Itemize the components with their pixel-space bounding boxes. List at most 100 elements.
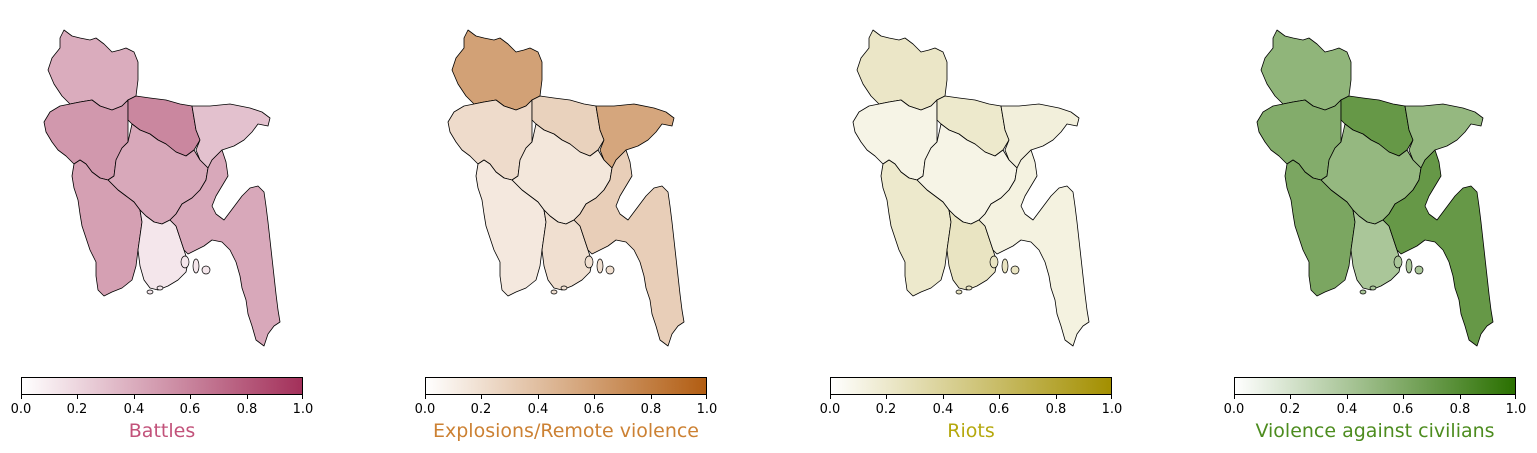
colorbar-title: Explosions/Remote violence [433, 420, 699, 442]
colorbar-title: Riots [947, 420, 995, 442]
colorbar-tick-label: 0.6 [583, 402, 605, 417]
region-barisal [1350, 209, 1402, 291]
colorbar-tick [425, 395, 426, 399]
map-panel: 0.0 0.2 0.4 0.6 0.8 1.0 Riots [809, 0, 1193, 453]
colorbar-gradient [425, 377, 707, 395]
colorbar-tick [1056, 395, 1057, 399]
colorbar-tick-label: 0.8 [1045, 402, 1067, 417]
colorbar-tick-label: 0.6 [1392, 402, 1414, 417]
colorbar-tick [77, 395, 78, 399]
island [605, 265, 615, 275]
colorbar-tick [706, 395, 707, 399]
colorbar-tick-label: 1.0 [1505, 402, 1527, 417]
colorbar-tick [830, 395, 831, 399]
colorbar-tick [481, 395, 482, 399]
region-chittagong [169, 149, 281, 347]
colorbar-gradient [1234, 377, 1516, 395]
colorbar-tick-label: 0.0 [819, 402, 841, 417]
colorbar-tick [1460, 395, 1461, 399]
colorbar-tick [302, 395, 303, 399]
choropleth-map [1256, 29, 1494, 347]
region-barisal [541, 209, 593, 291]
colorbar-gradient [830, 377, 1112, 395]
island [989, 255, 999, 269]
choropleth-map [852, 29, 1090, 347]
colorbar-tick [247, 395, 248, 399]
map-panel: 0.0 0.2 0.4 0.6 0.8 1.0 Explosions/Remote viol… [404, 0, 788, 453]
colorbar-tick [1515, 395, 1516, 399]
choropleth-map [447, 29, 685, 347]
map-panel: 0.0 0.2 0.4 0.6 0.8 1.0 Violence against civil… [1213, 0, 1537, 453]
colorbar-tick [1347, 395, 1348, 399]
island [156, 285, 164, 291]
region-rangpur [451, 29, 543, 111]
colorbar-tick [999, 395, 1000, 399]
colorbar-tick-label: 0.2 [1279, 402, 1301, 417]
island [560, 285, 568, 291]
island [955, 289, 963, 295]
colorbar-tick-label: 0.4 [123, 402, 145, 417]
colorbar-tick-label: 0.8 [1449, 402, 1471, 417]
colorbar-tick-label: 0.0 [1223, 402, 1245, 417]
island [1001, 258, 1009, 274]
colorbar-tick-label: 0.8 [236, 402, 258, 417]
colorbar-tick-label: 0.4 [527, 402, 549, 417]
colorbar-tick-label: 0.6 [179, 402, 201, 417]
region-sylhet [595, 103, 675, 169]
region-chittagong [978, 149, 1090, 347]
colorbar-tick-label: 0.2 [470, 402, 492, 417]
region-chittagong [1382, 149, 1494, 347]
region-barisal [946, 209, 998, 291]
colorbar-gradient [21, 377, 303, 395]
colorbar-tick [1403, 395, 1404, 399]
colorbar-tick [943, 395, 944, 399]
choropleth-map [43, 29, 281, 347]
region-sylhet [1404, 103, 1484, 169]
colorbar-tick-label: 1.0 [292, 402, 314, 417]
island [965, 285, 973, 291]
colorbar-tick [538, 395, 539, 399]
region-rangpur [47, 29, 139, 111]
colorbar-tick [1290, 395, 1291, 399]
island [1405, 258, 1413, 274]
island [1010, 265, 1020, 275]
island [201, 265, 211, 275]
colorbar-tick-label: 0.2 [66, 402, 88, 417]
colorbar-tick-label: 0.2 [875, 402, 897, 417]
island [180, 255, 190, 269]
colorbar-tick-label: 0.4 [1336, 402, 1358, 417]
colorbar-tick [886, 395, 887, 399]
region-rangpur [856, 29, 948, 111]
colorbar-tick [134, 395, 135, 399]
region-khulna [880, 159, 952, 297]
island [146, 289, 154, 295]
island [1414, 265, 1424, 275]
colorbar-tick [651, 395, 652, 399]
island [550, 289, 558, 295]
region-sylhet [191, 103, 271, 169]
colorbar-tick-label: 0.0 [10, 402, 32, 417]
colorbar-tick [190, 395, 191, 399]
region-khulna [1284, 159, 1356, 297]
colorbar-tick-label: 0.0 [414, 402, 436, 417]
island [584, 255, 594, 269]
region-rangpur [1260, 29, 1352, 111]
map-panel: 0.0 0.2 0.4 0.6 0.8 1.0 Battles [0, 0, 384, 453]
region-khulna [71, 159, 143, 297]
colorbar-tick-label: 1.0 [696, 402, 718, 417]
island [596, 258, 604, 274]
region-chittagong [573, 149, 685, 347]
colorbar-tick-label: 0.4 [932, 402, 954, 417]
island [1369, 285, 1377, 291]
region-khulna [475, 159, 547, 297]
colorbar-tick-label: 0.6 [988, 402, 1010, 417]
island [192, 258, 200, 274]
colorbar-tick [1234, 395, 1235, 399]
colorbar-tick-label: 1.0 [1101, 402, 1123, 417]
colorbar-tick [594, 395, 595, 399]
colorbar-tick [21, 395, 22, 399]
colorbar-tick-label: 0.8 [640, 402, 662, 417]
region-sylhet [1000, 103, 1080, 169]
island [1359, 289, 1367, 295]
colorbar-title: Violence against civilians [1255, 420, 1495, 442]
